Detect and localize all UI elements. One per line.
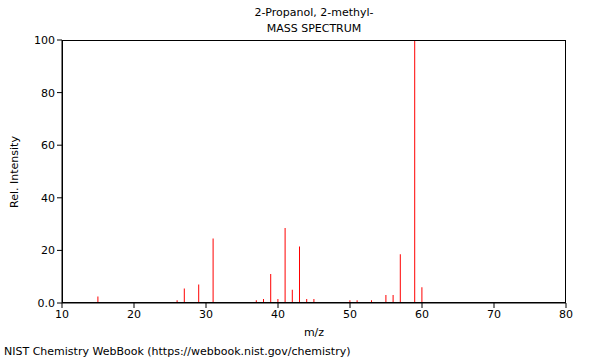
svg-text:30: 30 [199, 308, 213, 321]
svg-text:70: 70 [487, 308, 501, 321]
svg-text:20: 20 [127, 308, 141, 321]
svg-text:50: 50 [343, 308, 357, 321]
svg-text:40: 40 [271, 308, 285, 321]
svg-text:80: 80 [559, 308, 573, 321]
svg-text:0.0: 0.0 [38, 297, 56, 310]
html-text:2-Propanol, 2-methyl-: 2-Propanol, 2-methyl- [254, 6, 374, 19]
svg-text:100: 100 [34, 34, 55, 47]
html-text:NIST Chemistry WebBook (https:: NIST Chemistry WebBook (https://webbook.… [4, 345, 351, 358]
html-text:m/z: m/z [303, 326, 325, 339]
svg-text:10: 10 [55, 308, 69, 321]
svg-text:20: 20 [41, 244, 55, 257]
svg-text:60: 60 [415, 308, 429, 321]
html-text:Rel. Intensity: Rel. Intensity [7, 135, 21, 208]
html-text:MASS SPECTRUM: MASS SPECTRUM [266, 22, 362, 35]
svg-text:40: 40 [41, 192, 55, 205]
svg-text:60: 60 [41, 139, 55, 152]
svg-text:80: 80 [41, 87, 55, 100]
